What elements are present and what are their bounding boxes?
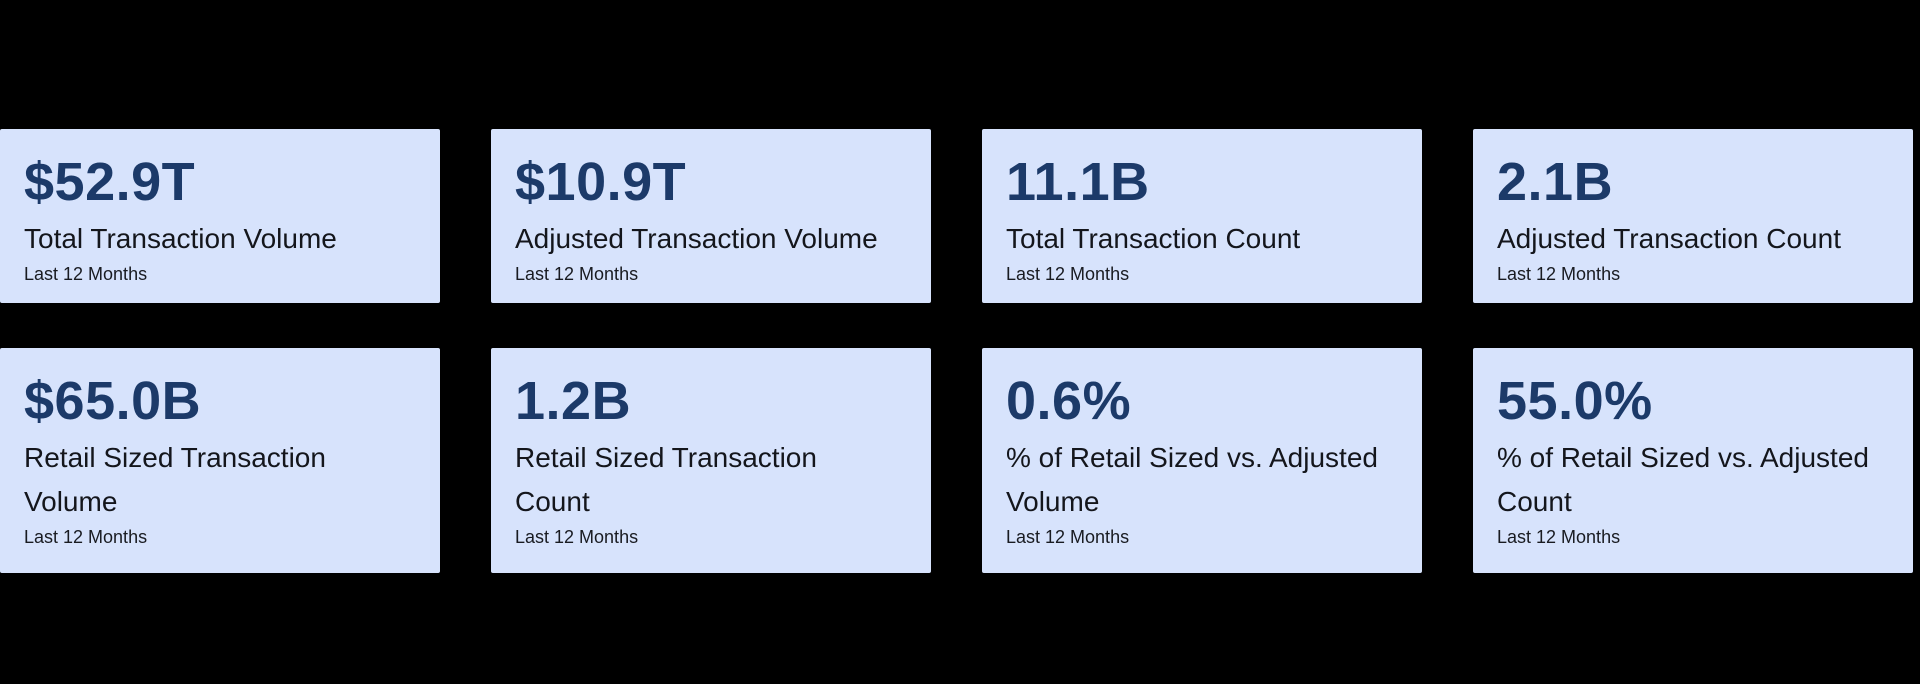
- metric-label: Adjusted Transaction Volume: [515, 222, 878, 254]
- metric-card-total-transaction-volume: $52.9T Total Transaction Volume Last 12 …: [0, 129, 440, 303]
- metric-period: Last 12 Months: [515, 263, 639, 284]
- metric-value: 55.0%: [1497, 371, 1653, 431]
- metric-value: 0.6%: [1006, 371, 1132, 431]
- metric-period: Last 12 Months: [24, 526, 148, 547]
- metric-card-pct-retail-vs-adjusted-count: 55.0% % of Retail Sized vs. Adjusted Cou…: [1473, 348, 1913, 573]
- metric-value: 1.2B: [515, 371, 632, 431]
- metric-period: Last 12 Months: [1497, 526, 1621, 547]
- metric-card-adjusted-transaction-count: 2.1B Adjusted Transaction Count Last 12 …: [1473, 129, 1913, 303]
- metric-period: Last 12 Months: [515, 526, 639, 547]
- metric-value: 2.1B: [1497, 152, 1614, 212]
- metric-card-total-transaction-count: 11.1B Total Transaction Count Last 12 Mo…: [982, 129, 1422, 303]
- metric-label: % of Retail Sized vs. Adjusted Volume: [1006, 441, 1378, 517]
- metric-period: Last 12 Months: [1006, 263, 1130, 284]
- metric-label: Adjusted Transaction Count: [1497, 222, 1841, 254]
- metric-value: $10.9T: [515, 152, 687, 212]
- kpi-dashboard: $52.9T Total Transaction Volume Last 12 …: [0, 129, 1920, 573]
- metric-card-pct-retail-vs-adjusted-volume: 0.6% % of Retail Sized vs. Adjusted Volu…: [982, 348, 1422, 573]
- metric-label: Total Transaction Count: [1006, 222, 1301, 254]
- metric-card-retail-sized-transaction-count: 1.2B Retail Sized Transaction Count Last…: [491, 348, 931, 573]
- metric-label: % of Retail Sized vs. Adjusted Count: [1497, 441, 1869, 517]
- metric-value: $52.9T: [24, 152, 196, 212]
- metric-card-adjusted-transaction-volume: $10.9T Adjusted Transaction Volume Last …: [491, 129, 931, 303]
- metric-value: $65.0B: [24, 371, 202, 431]
- metric-period: Last 12 Months: [1497, 263, 1621, 284]
- metric-label: Retail Sized Transaction Count: [515, 441, 817, 517]
- metric-label: Total Transaction Volume: [24, 222, 337, 254]
- metric-card-retail-sized-transaction-volume: $65.0B Retail Sized Transaction Volume L…: [0, 348, 440, 573]
- metric-value: 11.1B: [1006, 152, 1150, 212]
- metric-period: Last 12 Months: [24, 263, 148, 284]
- metric-label: Retail Sized Transaction Volume: [24, 441, 326, 517]
- metric-period: Last 12 Months: [1006, 526, 1130, 547]
